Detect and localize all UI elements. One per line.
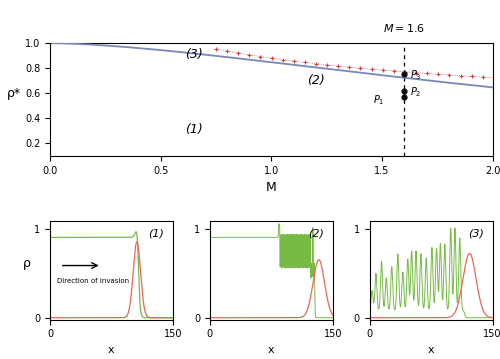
X-axis label: x: x	[268, 345, 274, 355]
X-axis label: x: x	[428, 345, 434, 355]
Text: $P_1$: $P_1$	[373, 93, 384, 107]
Text: (2): (2)	[306, 74, 324, 87]
Text: (3): (3)	[468, 228, 484, 238]
Text: Direction of invasion: Direction of invasion	[58, 278, 130, 284]
Text: (3): (3)	[185, 48, 202, 61]
Text: $M = 1.6$: $M = 1.6$	[383, 22, 425, 34]
Text: $P_3$: $P_3$	[410, 68, 421, 82]
Text: $P_2$: $P_2$	[410, 85, 421, 99]
Y-axis label: ρ: ρ	[24, 257, 31, 270]
Text: (1): (1)	[148, 228, 164, 238]
Text: (1): (1)	[185, 123, 202, 136]
X-axis label: x: x	[108, 345, 115, 355]
X-axis label: M: M	[266, 181, 276, 194]
Text: (2): (2)	[308, 228, 324, 238]
Y-axis label: ρ*: ρ*	[6, 87, 21, 99]
